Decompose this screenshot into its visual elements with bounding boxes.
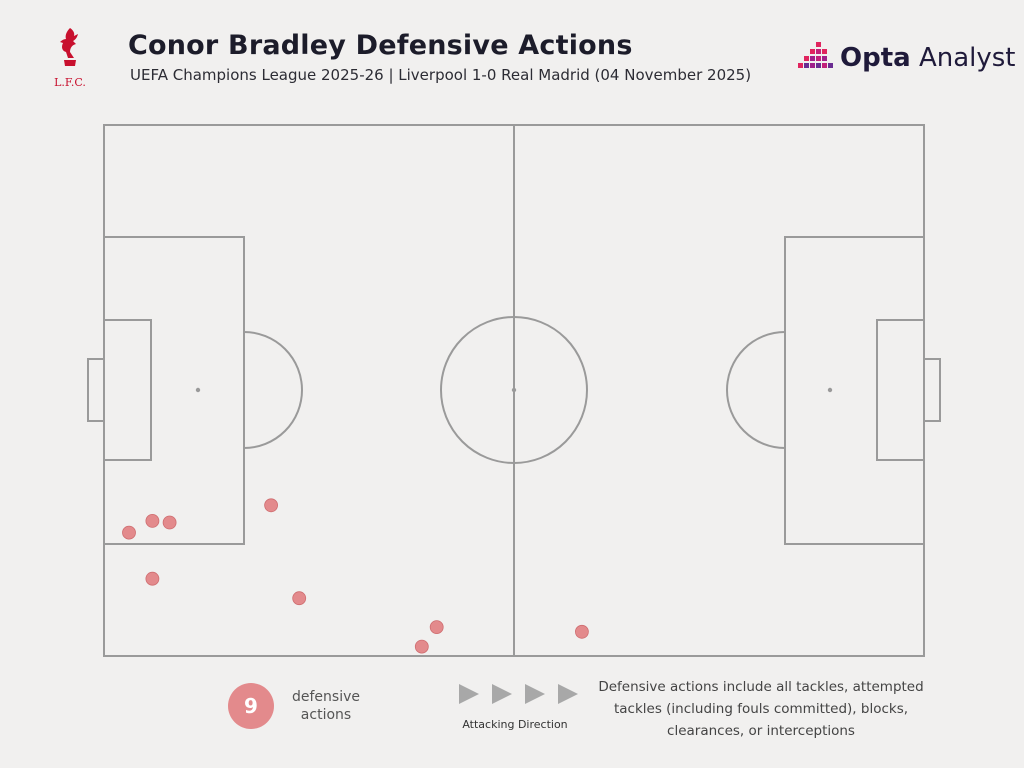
arrow-icon xyxy=(525,684,545,704)
defensive-action-point xyxy=(264,498,279,513)
liverbird-icon xyxy=(60,28,78,66)
defensive-action-point xyxy=(429,620,444,634)
arrow-icon xyxy=(558,684,578,704)
right-six-yard-box xyxy=(876,319,925,461)
arrow-icon xyxy=(459,684,479,704)
defensive-action-point xyxy=(145,514,160,528)
definition-note: Defensive actions include all tackles, a… xyxy=(598,679,924,739)
opta-logo-icon xyxy=(798,42,833,68)
right-penalty-spot xyxy=(827,387,833,393)
centre-spot xyxy=(511,387,517,393)
centre-circle xyxy=(440,316,588,464)
right-penalty-arc xyxy=(726,331,786,449)
defensive-actions-count: 9 xyxy=(228,683,274,729)
defensive-action-point xyxy=(162,515,177,530)
attacking-direction-arrows xyxy=(459,684,578,704)
lfc-crest: L.F.C. xyxy=(54,28,86,89)
arrow-icon xyxy=(492,684,512,704)
defensive-action-point xyxy=(292,591,307,606)
defensive-action-points xyxy=(122,498,589,654)
opta-analyst-logo: Opta Analyst xyxy=(798,40,1016,76)
left-penalty-area xyxy=(103,236,245,545)
brand-text: Opta Analyst xyxy=(840,43,1016,73)
defensive-action-point xyxy=(414,639,429,654)
left-goal xyxy=(87,358,105,422)
defensive-actions-label: defensive actions xyxy=(292,689,360,723)
left-six-yard-box xyxy=(103,319,152,461)
chart-subtitle: UEFA Champions League 2025-26 | Liverpoo… xyxy=(130,66,752,84)
pitch-lines xyxy=(87,124,941,657)
left-penalty-spot xyxy=(195,387,201,393)
defensive-action-point xyxy=(575,624,589,639)
defensive-action-point xyxy=(145,571,160,586)
right-penalty-area xyxy=(784,236,925,545)
attacking-direction-label: Attacking Direction xyxy=(462,718,568,731)
right-goal xyxy=(923,358,941,422)
crest-text: L.F.C. xyxy=(54,76,86,89)
defensive-action-point xyxy=(122,525,136,540)
left-penalty-arc xyxy=(243,331,303,449)
chart-title: Conor Bradley Defensive Actions xyxy=(128,30,633,61)
